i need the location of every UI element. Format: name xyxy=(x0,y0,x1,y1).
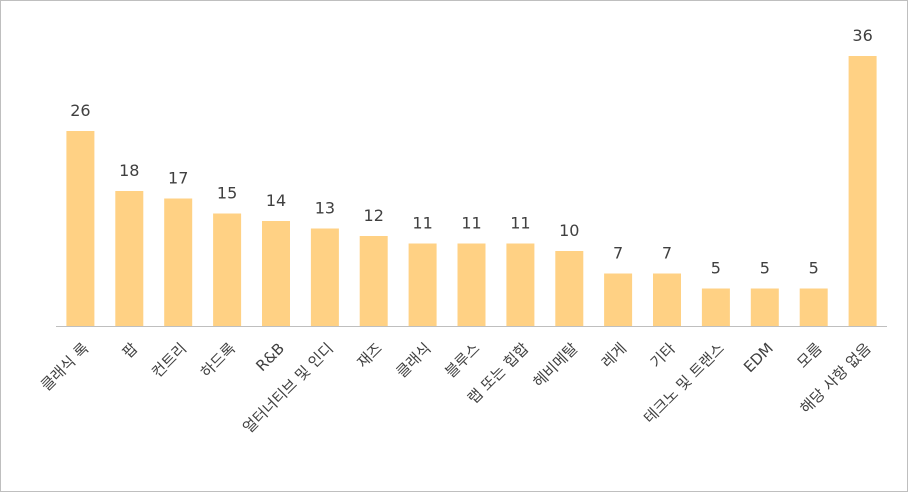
value-label-9: 11 xyxy=(510,214,530,233)
value-label-0: 26 xyxy=(70,101,90,120)
value-label-14: 5 xyxy=(760,259,770,278)
category-label-0: 클래식 록 xyxy=(37,339,92,394)
category-label-3: 하드록 xyxy=(197,339,239,381)
category-label-15: 모름 xyxy=(793,339,825,371)
value-label-7: 11 xyxy=(412,214,432,233)
category-label-10: 헤비메탈 xyxy=(530,339,582,391)
bar-15 xyxy=(799,288,828,326)
value-label-1: 18 xyxy=(119,161,139,180)
value-label-16: 36 xyxy=(852,26,872,45)
category-label-14: EDM xyxy=(740,339,777,376)
value-label-12: 7 xyxy=(662,244,672,263)
value-label-4: 14 xyxy=(266,191,286,210)
bar-1 xyxy=(115,191,144,326)
bar-10 xyxy=(555,251,584,326)
value-label-13: 5 xyxy=(711,259,721,278)
category-label-12: 기타 xyxy=(647,339,679,371)
value-labels-group: 26 18 17 15 14 13 12 11 11 11 10 7 7 5 5 5 36 xyxy=(70,26,873,278)
category-label-1: 팝 xyxy=(119,339,142,362)
value-label-8: 11 xyxy=(461,214,481,233)
bar-8 xyxy=(457,243,486,326)
bar-5 xyxy=(310,228,339,326)
value-label-15: 5 xyxy=(809,259,819,278)
bar-3 xyxy=(213,213,242,326)
value-label-10: 10 xyxy=(559,221,579,240)
value-label-3: 15 xyxy=(217,184,237,203)
bar-2 xyxy=(164,198,193,326)
bar-6 xyxy=(359,236,388,326)
value-label-11: 7 xyxy=(613,244,623,263)
bar-4 xyxy=(262,221,290,326)
bar-12 xyxy=(653,273,681,326)
category-label-5: 얼터너티브 및 인디 xyxy=(239,339,337,437)
bar-16 xyxy=(848,56,877,326)
category-label-2: 컨트리 xyxy=(148,339,190,381)
bar-9 xyxy=(506,243,535,326)
value-label-6: 12 xyxy=(364,206,384,225)
bar-0 xyxy=(66,131,95,326)
category-label-8: 블루스 xyxy=(442,339,484,381)
value-label-2: 17 xyxy=(168,169,188,188)
category-label-6: 재즈 xyxy=(353,339,385,371)
bar-13 xyxy=(701,288,730,326)
bar-14 xyxy=(750,288,779,326)
category-label-7: 클래식 xyxy=(393,339,435,381)
category-label-4: R&B xyxy=(252,339,288,375)
bar-11 xyxy=(604,273,633,326)
value-label-5: 13 xyxy=(315,199,335,218)
category-label-11: 레게 xyxy=(598,339,630,371)
bar-7 xyxy=(408,243,437,326)
bars-group xyxy=(66,56,877,326)
